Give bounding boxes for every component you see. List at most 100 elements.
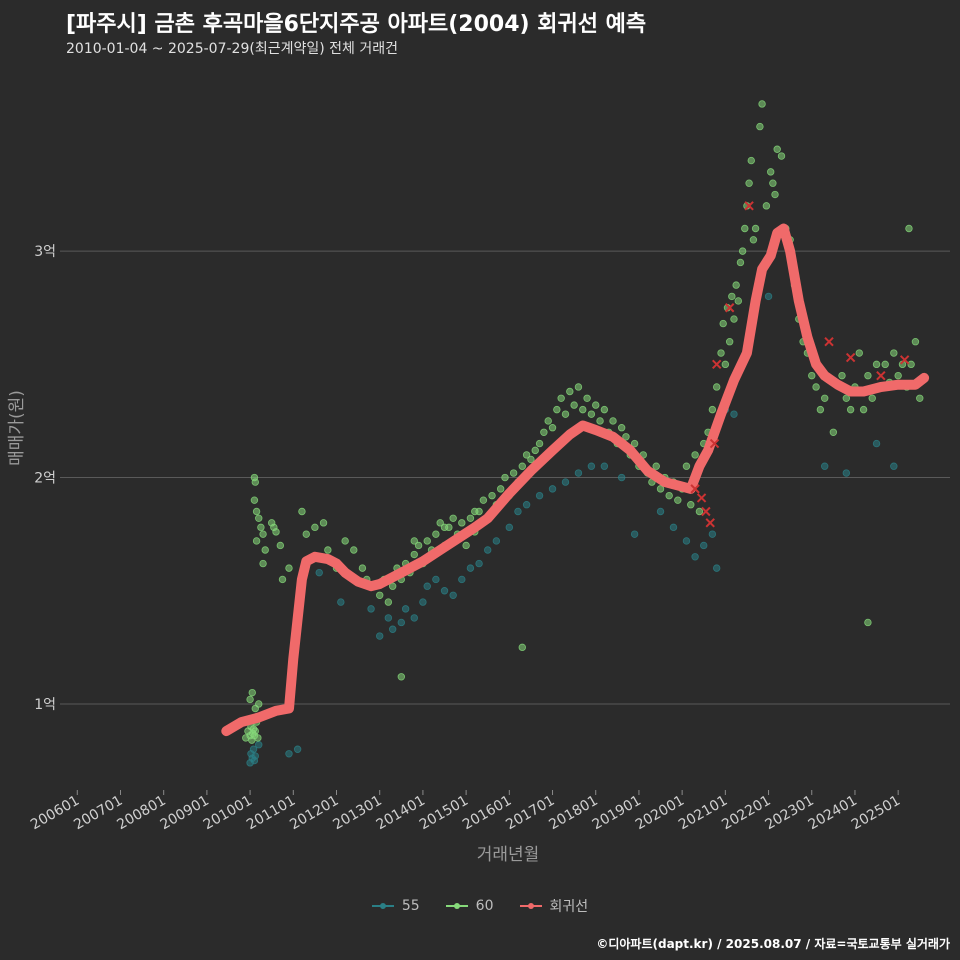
series-55-point (522, 501, 531, 509)
series-55-point (285, 750, 293, 758)
highlight-marker (690, 484, 700, 494)
series-60-point (894, 371, 902, 380)
series-55-point (505, 523, 514, 532)
series-60-point (777, 152, 786, 160)
series-60-point (617, 424, 626, 432)
series-60-point (587, 410, 596, 418)
series-60-point (846, 405, 855, 414)
x-tick-label: 200601 (28, 793, 82, 834)
series-60-point (557, 394, 565, 403)
series-60-point (436, 519, 444, 527)
series-60-point (890, 349, 898, 357)
x-tick-label: 201601 (460, 793, 514, 834)
x-tick-label: 201201 (287, 793, 341, 834)
series-55-point (384, 614, 393, 622)
series-60-point (531, 446, 539, 455)
series-60-point (738, 247, 747, 255)
x-tick-label: 202001 (633, 793, 687, 834)
series-60-point (272, 528, 280, 536)
series-55-point (449, 591, 457, 599)
series-55-point (574, 469, 583, 477)
series-55-point (764, 292, 773, 301)
series-60-point (384, 598, 393, 606)
chart-title: [파주시] 금촌 후곡마을6단지주공 아파트(2004) 회귀선 예측 (66, 12, 647, 37)
series-60-point (350, 546, 358, 554)
series-60-point (248, 688, 256, 697)
series-60-point (630, 439, 639, 448)
series-60-point (868, 394, 876, 403)
series-60-point (302, 530, 310, 538)
series-60-point (773, 145, 781, 153)
series-60-point (717, 349, 725, 357)
series-60-point (479, 496, 488, 504)
series-60-point (656, 485, 665, 493)
series-60-point (905, 224, 913, 233)
x-tick-label: 201301 (330, 793, 384, 834)
highlight-marker (705, 518, 715, 528)
y-tick-label: 2억 (34, 471, 56, 487)
series-55-point (249, 745, 258, 753)
series-60-point (423, 537, 431, 545)
legend-item-60: 60 (445, 896, 494, 916)
series-55-point (561, 478, 570, 486)
legend-label-55: 55 (401, 898, 420, 914)
highlight-marker (724, 303, 735, 313)
series-60-point (579, 405, 587, 414)
series-60-point (609, 417, 617, 425)
series-60-point (246, 695, 254, 704)
series-60-point (665, 491, 673, 500)
series-55-point (337, 598, 345, 606)
legend-item-regression: 회귀선 (519, 896, 588, 916)
series-60-point (255, 700, 263, 708)
series-60-point (691, 451, 699, 459)
series-60-point (816, 405, 825, 414)
x-tick-label: 200801 (114, 793, 168, 834)
series-60-point (682, 462, 691, 470)
x-tick-label: 202301 (762, 793, 816, 834)
x-axis-ticks: 2006012007012008012009012010012011012012… (28, 790, 903, 833)
series-60-point (518, 643, 526, 652)
series-60-point (298, 507, 306, 516)
y-axis-label: 매매가(원) (7, 390, 27, 466)
series-55-point (432, 575, 440, 584)
series-60-point (259, 559, 267, 568)
series-60-point (410, 550, 418, 559)
series-60-point (756, 122, 764, 131)
series-60-point (916, 394, 924, 403)
x-tick-label: 201801 (546, 793, 600, 834)
series-55-point (691, 553, 699, 561)
legend-key-55-icon (371, 899, 394, 913)
x-tick-label: 200901 (158, 793, 212, 834)
x-tick-label: 202201 (719, 793, 773, 834)
series-60-point (259, 530, 267, 538)
x-tick-label: 201701 (503, 793, 557, 834)
series-60-point (708, 405, 717, 414)
series-60-point (276, 541, 285, 550)
series-60-point (527, 455, 535, 464)
series-60-point (872, 360, 881, 369)
series-55-point (730, 410, 738, 418)
series-55-point (401, 605, 410, 613)
highlight-marker (711, 359, 722, 370)
series-55-point (293, 745, 302, 753)
series-60-point (596, 417, 604, 425)
series-60-point (257, 523, 265, 532)
series-60-point (745, 179, 753, 187)
series-60-point (728, 292, 736, 301)
series-60-point (255, 514, 263, 523)
series-60-point (252, 507, 261, 516)
series-60-point (747, 156, 755, 165)
series-60-point (414, 541, 423, 550)
series-55-point (890, 462, 898, 470)
series-60-point (278, 575, 287, 584)
series-60-point (734, 297, 743, 305)
series-60-point (762, 202, 771, 210)
series-60-point (695, 507, 704, 516)
series-60-points (242, 100, 924, 744)
series-60-point (600, 405, 609, 414)
series-60-point (758, 100, 766, 108)
series-60-point (251, 727, 259, 735)
series-60-point (730, 315, 738, 323)
series-60-point (544, 417, 552, 425)
